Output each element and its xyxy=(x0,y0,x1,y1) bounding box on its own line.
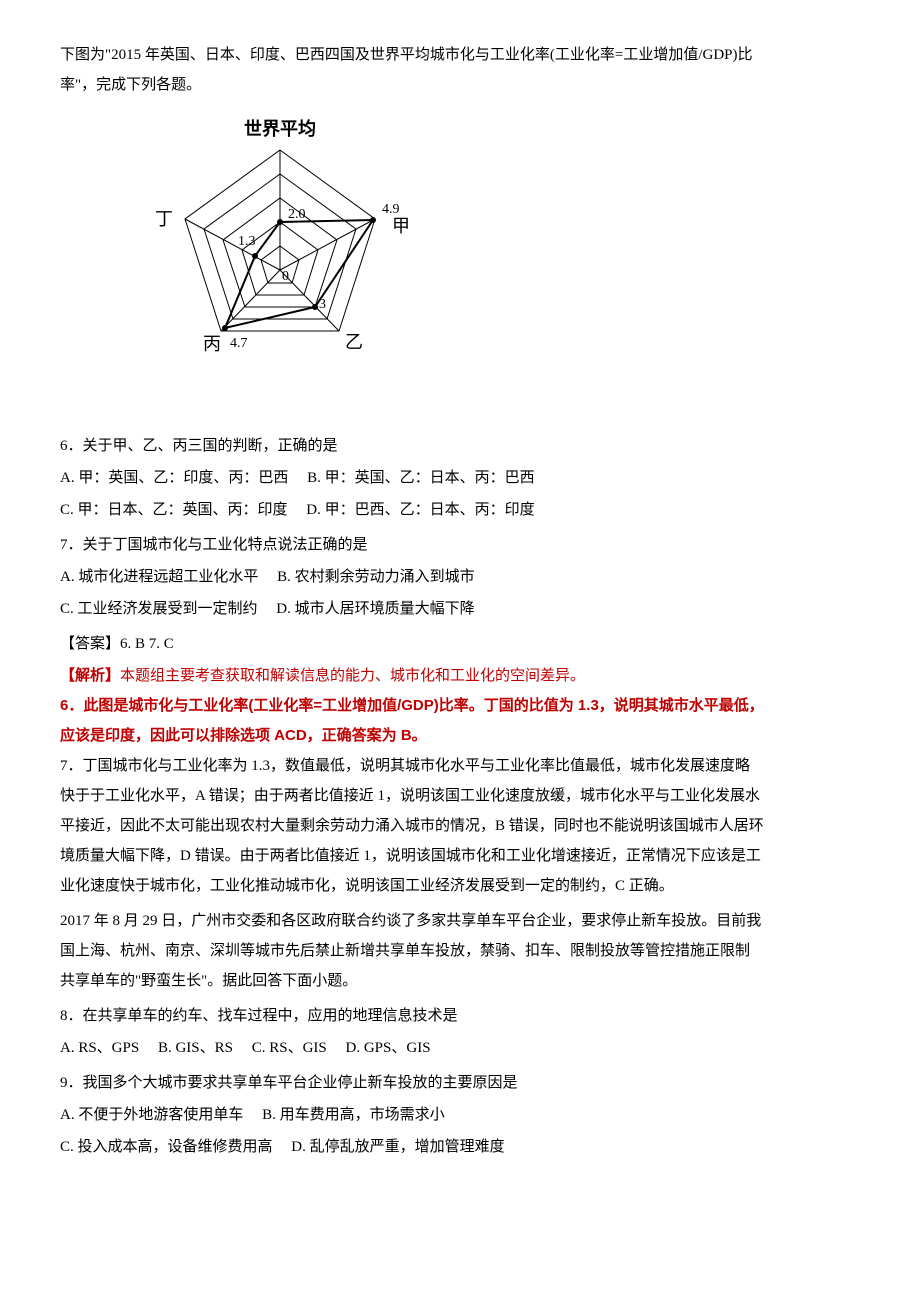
q6-options-line2: C. 甲：日本、乙：英国、丙：印度 D. 甲：巴西、乙：日本、丙：印度 xyxy=(60,495,860,525)
analysis-line7a: 7．丁国城市化与工业化率为 1.3，数值最低，说明其城市化水平与工业化率比值最低… xyxy=(60,751,860,781)
value-bing: 4.7 xyxy=(230,336,248,351)
q8-stem: 8．在共享单车的约车、找车过程中，应用的地理信息技术是 xyxy=(60,1001,860,1031)
q7-optB: B. 农村剩余劳动力涌入到城市 xyxy=(277,569,475,585)
label-jia: 甲 xyxy=(392,216,410,236)
q8-optB: B. GIS、RS xyxy=(158,1040,233,1056)
label-ding: 丁 xyxy=(155,209,173,229)
question-6: 6．关于甲、乙、丙三国的判断，正确的是 A. 甲：英国、乙：印度、丙：巴西 B.… xyxy=(60,431,860,525)
passage-2: 2017 年 8 月 29 日，广州市交委和各区政府联合约谈了多家共享单车平台企… xyxy=(60,906,860,996)
q9-stem: 9．我国多个大城市要求共享单车平台企业停止新车投放的主要原因是 xyxy=(60,1068,860,1098)
q9-optB: B. 用车费用高，市场需求小 xyxy=(262,1107,445,1123)
analysis-67: 【解析】本题组主要考查获取和解读信息的能力、城市化和工业化的空间差异。 6．此图… xyxy=(60,661,860,901)
intro-paragraph: 下图为"2015 年英国、日本、印度、巴西四国及世界平均城市化与工业化率(工业化… xyxy=(60,40,860,100)
q7-optD: D. 城市人居环境质量大幅下降 xyxy=(276,601,474,617)
analysis-line7e: 业化速度快于城市化，工业化推动城市化，说明该国工业经济发展受到一定的制约，C 正… xyxy=(60,871,860,901)
analysis-line6b: 应该是印度，因此可以排除选项 ACD，正确答案为 B。 xyxy=(60,721,860,751)
q7-optC: C. 工业经济发展受到一定制约 xyxy=(60,601,258,617)
label-yi: 乙 xyxy=(345,332,363,352)
center-label: 0 xyxy=(282,269,289,284)
value-jiax: 4.9 xyxy=(382,202,400,217)
q6-optC: C. 甲：日本、乙：英国、丙：印度 xyxy=(60,502,288,518)
radar-chart: 世界平均 2.0 0 4.9 甲 乙 3 丙 4.7 丁 1.3 xyxy=(120,110,440,410)
q6-optD: D. 甲：巴西、乙：日本、丙：印度 xyxy=(306,502,534,518)
q6-stem: 6．关于甲、乙、丙三国的判断，正确的是 xyxy=(60,431,860,461)
analysis-header-text: 本题组主要考查获取和解读信息的能力、城市化和工业化的空间差异。 xyxy=(120,667,585,684)
q7-optA: A. 城市化进程远超工业化水平 xyxy=(60,569,258,585)
passage2-line3: 共享单车的"野蛮生长"。据此回答下面小题。 xyxy=(60,966,860,996)
analysis-line7b: 快于于工业化水平，A 错误；由于两者比值接近 1，说明该国工业化速度放缓，城市化… xyxy=(60,781,860,811)
value-yi: 3 xyxy=(319,297,326,312)
q9-optC: C. 投入成本高，设备维修费用高 xyxy=(60,1139,273,1155)
analysis-line7c: 平接近，因此不太可能出现农村大量剩余劳动力涌入城市的情况，B 错误，同时也不能说… xyxy=(60,811,860,841)
q8-options: A. RS、GPS B. GIS、RS C. RS、GIS D. GPS、GIS xyxy=(60,1033,860,1063)
tick-label: 2.0 xyxy=(288,207,306,222)
q7-options-line2: C. 工业经济发展受到一定制约 D. 城市人居环境质量大幅下降 xyxy=(60,594,860,624)
question-8: 8．在共享单车的约车、找车过程中，应用的地理信息技术是 A. RS、GPS B.… xyxy=(60,1001,860,1063)
answer-67: 【答案】6. B 7. C xyxy=(60,629,860,659)
q8-optD: D. GPS、GIS xyxy=(346,1040,431,1056)
passage2-line1: 2017 年 8 月 29 日，广州市交委和各区政府联合约谈了多家共享单车平台企… xyxy=(60,906,860,936)
q9-optA: A. 不便于外地游客使用单车 xyxy=(60,1107,243,1123)
question-7: 7．关于丁国城市化与工业化特点说法正确的是 A. 城市化进程远超工业化水平 B.… xyxy=(60,530,860,624)
q7-stem: 7．关于丁国城市化与工业化特点说法正确的是 xyxy=(60,530,860,560)
question-9: 9．我国多个大城市要求共享单车平台企业停止新车投放的主要原因是 A. 不便于外地… xyxy=(60,1068,860,1162)
q9-optD: D. 乱停乱放严重，增加管理难度 xyxy=(291,1139,504,1155)
q7-options-line1: A. 城市化进程远超工业化水平 B. 农村剩余劳动力涌入到城市 xyxy=(60,562,860,592)
value-ding: 1.3 xyxy=(238,234,256,249)
q6-optB: B. 甲：英国、乙：日本、丙：巴西 xyxy=(307,470,535,486)
analysis-line7d: 境质量大幅下降，D 错误。由于两者比值接近 1，说明该国城市化和工业化增速接近，… xyxy=(60,841,860,871)
chart-title-label: 世界平均 xyxy=(244,118,316,139)
q9-options-line1: A. 不便于外地游客使用单车 B. 用车费用高，市场需求小 xyxy=(60,1100,860,1130)
analysis-header: 【解析】 xyxy=(60,668,120,684)
radar-chart-container: 世界平均 2.0 0 4.9 甲 乙 3 丙 4.7 丁 1.3 xyxy=(120,110,860,421)
q8-optC: C. RS、GIS xyxy=(252,1040,327,1056)
q9-options-line2: C. 投入成本高，设备维修费用高 D. 乱停乱放严重，增加管理难度 xyxy=(60,1132,860,1162)
intro-line1: 下图为"2015 年英国、日本、印度、巴西四国及世界平均城市化与工业化率(工业化… xyxy=(60,47,753,63)
analysis-line6: 6．此图是城市化与工业化率(工业化率=工业增加值/GDP)比率。丁国的比值为 1… xyxy=(60,691,860,721)
analysis-header-line: 【解析】本题组主要考查获取和解读信息的能力、城市化和工业化的空间差异。 xyxy=(60,661,860,691)
passage2-line2: 国上海、杭州、南京、深圳等城市先后禁止新增共享单车投放，禁骑、扣车、限制投放等管… xyxy=(60,936,860,966)
intro-line2: 率"，完成下列各题。 xyxy=(60,77,201,93)
q8-optA: A. RS、GPS xyxy=(60,1040,139,1056)
label-bing: 丙 xyxy=(203,334,221,354)
q6-optA: A. 甲：英国、乙：印度、丙：巴西 xyxy=(60,470,288,486)
q6-options-line1: A. 甲：英国、乙：印度、丙：巴西 B. 甲：英国、乙：日本、丙：巴西 xyxy=(60,463,860,493)
